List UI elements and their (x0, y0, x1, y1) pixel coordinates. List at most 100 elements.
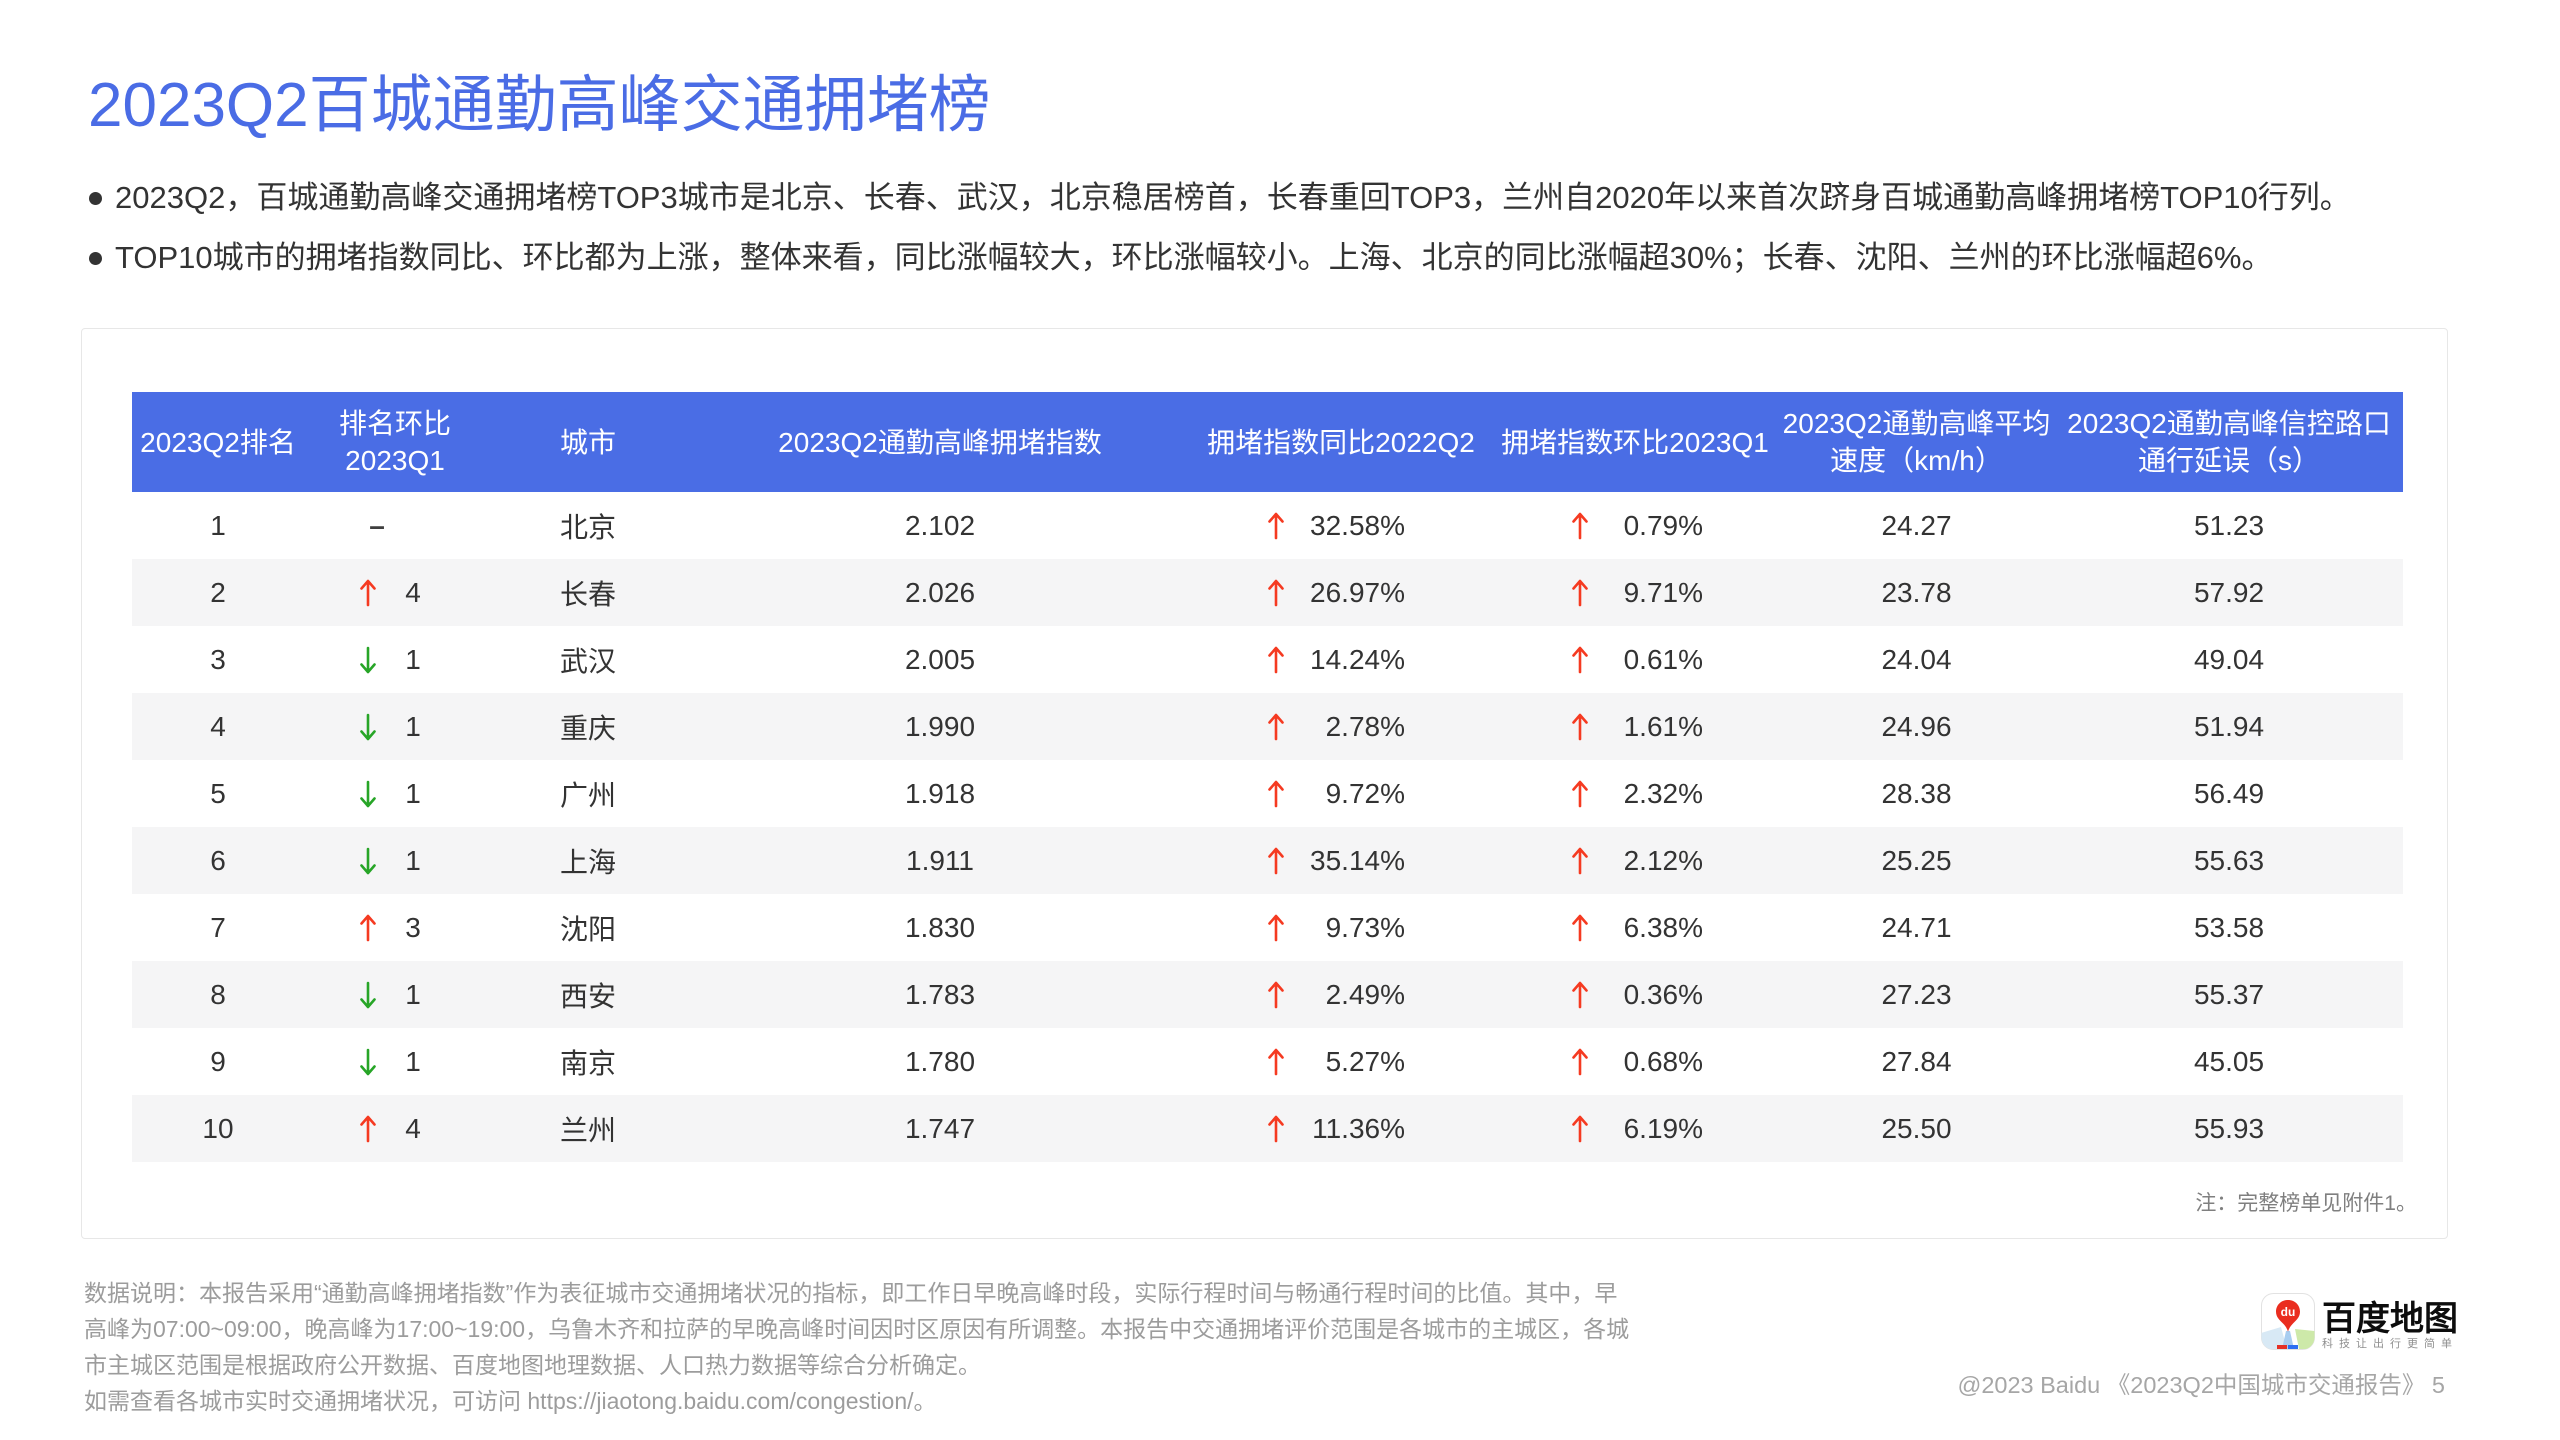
arrow-down-icon (360, 981, 376, 1008)
delay-value: 55.63 (2193, 844, 2265, 876)
cell-rank: 5 (132, 760, 304, 827)
yoy-value: 11.36% (1312, 1112, 1405, 1144)
city-name: 沈阳 (559, 913, 616, 945)
cell-index: 1.918 (690, 760, 1190, 827)
qoq-value: 1.61% (1623, 710, 1703, 742)
data-description-line: 数据说明：本报告采用“通勤高峰拥堵指数”作为表征城市交通拥堵状况的指标，即工作日… (84, 1280, 1618, 1306)
column-header-rank_change: 排名环比 2023Q1 (338, 408, 451, 476)
bullet-list: 2023Q2，百城通勤高峰交通拥堵榜TOP3城市是北京、长春、武汉，北京稳居榜首… (88, 168, 2351, 288)
congestion-index-value: 1.911 (906, 844, 974, 876)
cell-qoq: 0.68% (1492, 1028, 1778, 1095)
yoy-value: 2.78% (1325, 710, 1405, 742)
column-header-delay: 2023Q2通勤高峰信控路口 通行延误（s） (2067, 408, 2391, 476)
cell-rank-change: 1 (304, 760, 486, 827)
table-row-10: 10 4 兰州 1.747 11.36% 6.19% 25.50 55.93 (132, 1095, 2403, 1162)
cell-qoq: 6.38% (1492, 894, 1778, 961)
arrow-up-icon (1268, 512, 1284, 539)
table-row-7: 7 3 沈阳 1.830 9.73% 6.38% 24.71 53.58 (132, 894, 2403, 961)
cell-rank: 8 (132, 961, 304, 1028)
rank-change-value: 1 (405, 710, 421, 742)
cell-rank-change: 4 (304, 1095, 486, 1162)
cell-rank: 6 (132, 827, 304, 894)
speed-value: 24.27 (1881, 509, 1952, 541)
cell-index: 2.005 (690, 626, 1190, 693)
cell-speed: 24.04 (1778, 626, 2055, 693)
city-name: 北京 (559, 511, 616, 543)
arrow-down-icon (360, 646, 376, 673)
congestion-index-value: 1.747 (904, 1112, 976, 1144)
cell-qoq: 1.61% (1492, 693, 1778, 760)
cell-yoy: 5.27% (1190, 1028, 1492, 1095)
city-name: 上海 (559, 846, 616, 878)
cell-yoy: 35.14% (1190, 827, 1492, 894)
speed-value: 27.23 (1881, 978, 1952, 1010)
column-header-yoy: 拥堵指数同比2022Q2 (1207, 426, 1475, 458)
cell-index: 1.830 (690, 894, 1190, 961)
arrow-down-icon (360, 1048, 376, 1075)
qoq-value: 0.36% (1623, 978, 1703, 1010)
cell-yoy: 2.49% (1190, 961, 1492, 1028)
arrow-down-icon (360, 713, 376, 740)
table-body: 1– 北京 2.102 32.58% 0.79% 24.27 51.23 2 4 长春 2.026 2… (132, 492, 2403, 1162)
cell-city: 沈阳 (486, 894, 690, 961)
cell-yoy: 26.97% (1190, 559, 1492, 626)
congestion-index-value: 2.102 (904, 509, 976, 541)
cell-rank: 3 (132, 626, 304, 693)
congestion-index-value: 1.780 (904, 1045, 976, 1077)
cell-qoq: 0.61% (1492, 626, 1778, 693)
cell-yoy: 32.58% (1190, 492, 1492, 559)
cell-delay: 51.23 (2055, 492, 2403, 559)
yoy-value: 32.58% (1310, 509, 1405, 541)
delay-value: 57.92 (2193, 576, 2265, 608)
column-header-city: 城市 (559, 426, 616, 458)
speed-value: 25.50 (1881, 1112, 1952, 1144)
table-row-3: 3 1 武汉 2.005 14.24% 0.61% 24.04 49.04 (132, 626, 2403, 693)
cell-rank-change: 1 (304, 626, 486, 693)
delay-value: 55.37 (2193, 978, 2265, 1010)
arrow-up-icon (1268, 1048, 1284, 1075)
column-header-rank: 2023Q2排名 (140, 426, 296, 458)
cell-speed: 24.27 (1778, 492, 2055, 559)
cell-delay: 57.92 (2055, 559, 2403, 626)
cell-qoq: 0.79% (1492, 492, 1778, 559)
arrow-up-icon (1572, 914, 1588, 941)
rank-value: 10 (202, 1112, 234, 1144)
cell-rank-change: 1 (304, 693, 486, 760)
arrow-up-icon (1268, 713, 1284, 740)
city-name: 广州 (559, 779, 616, 811)
congestion-index-value: 2.005 (904, 643, 976, 675)
delay-value: 53.58 (2193, 911, 2265, 943)
speed-value: 24.71 (1881, 911, 1952, 943)
arrow-down-icon (360, 780, 376, 807)
cell-rank-change: 3 (304, 894, 486, 961)
cell-index: 1.747 (690, 1095, 1190, 1162)
cell-speed: 25.50 (1778, 1095, 2055, 1162)
arrow-up-icon (1268, 646, 1284, 673)
cell-city: 北京 (486, 492, 690, 559)
yoy-value: 14.24% (1310, 643, 1405, 675)
table-row-8: 8 1 西安 1.783 2.49% 0.36% 27.23 55.37 (132, 961, 2403, 1028)
rank-change-value: 1 (405, 777, 421, 809)
cell-rank-change: 1 (304, 827, 486, 894)
rank-value: 3 (210, 643, 226, 675)
city-name: 重庆 (559, 712, 616, 744)
city-name: 兰州 (559, 1114, 616, 1146)
cell-delay: 55.37 (2055, 961, 2403, 1028)
column-header-speed: 2023Q2通勤高峰平均 速度（km/h） (1782, 408, 2051, 476)
bullet-dot-icon (89, 191, 102, 205)
rank-change-value: 1 (405, 1045, 421, 1077)
cell-index: 1.783 (690, 961, 1190, 1028)
rank-value: 9 (210, 1045, 226, 1077)
arrow-up-icon (1572, 847, 1588, 874)
speed-value: 24.04 (1881, 643, 1952, 675)
city-name: 西安 (559, 980, 616, 1012)
arrow-up-icon (1572, 579, 1588, 606)
data-description-line: 市主城区范围是根据政府公开数据、百度地图地理数据、人口热力数据等综合分析确定。 (84, 1352, 981, 1378)
cell-city: 兰州 (486, 1095, 690, 1162)
delay-value: 55.93 (2193, 1112, 2265, 1144)
cell-speed: 25.25 (1778, 827, 2055, 894)
qoq-value: 2.12% (1623, 844, 1703, 876)
data-description-line: 高峰为07:00~09:00，晚高峰为17:00~19:00，乌鲁木齐和拉萨的早… (84, 1316, 1630, 1342)
city-name: 长春 (559, 578, 616, 610)
